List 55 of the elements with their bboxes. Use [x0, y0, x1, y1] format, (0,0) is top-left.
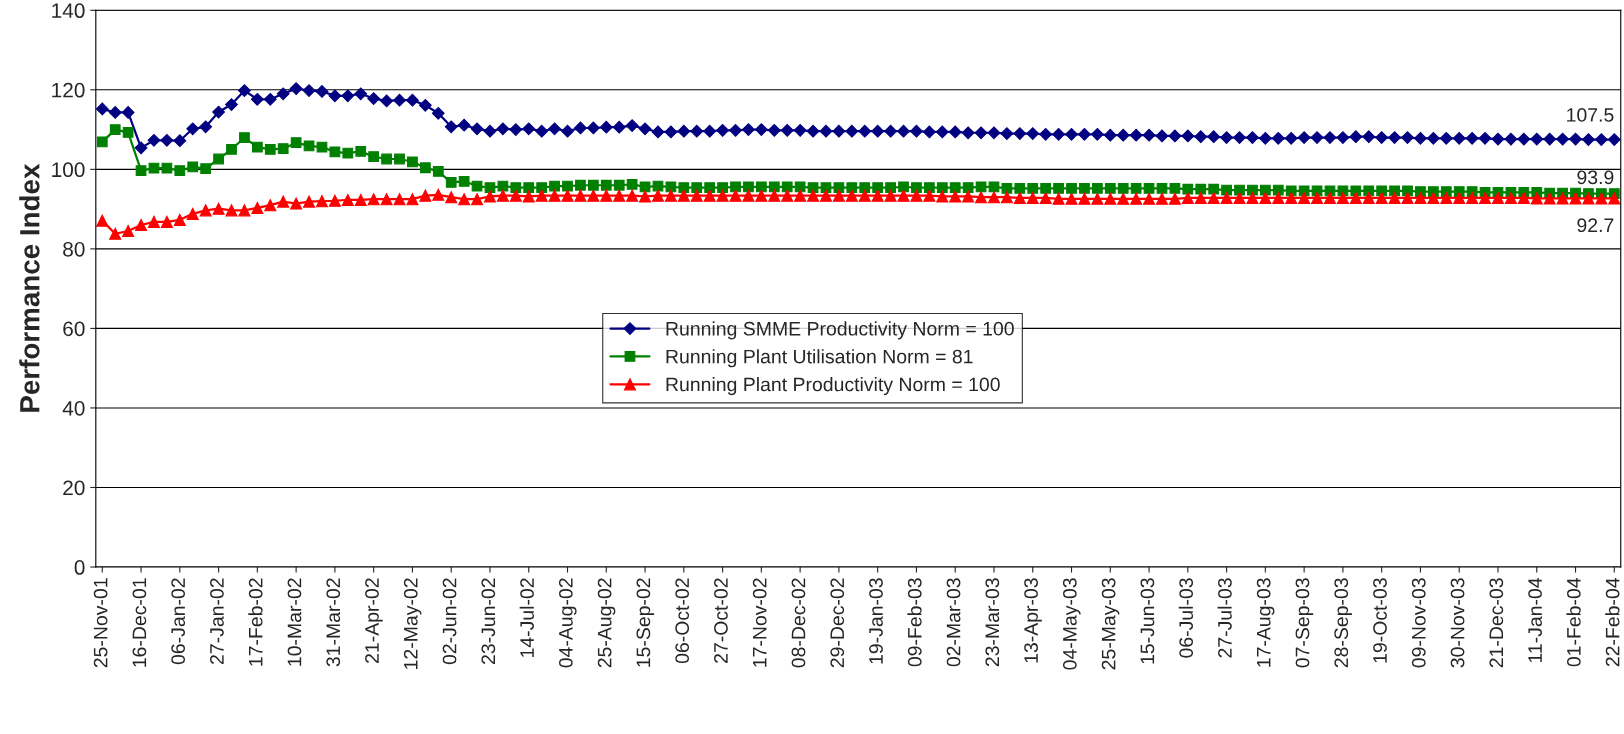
- x-tick-label: 23-Mar-03: [985, 578, 1000, 667]
- y-tick-label: 100: [52, 162, 85, 178]
- x-tick-label: 16-Dec-01: [132, 578, 147, 667]
- y-tick-label: 40: [62, 400, 85, 416]
- x-tick-label: 04-Aug-02: [558, 578, 577, 668]
- x-tick-label: 30-Nov-03: [1450, 578, 1465, 668]
- x-tick-label: 27-Jan-02: [210, 578, 224, 664]
- x-tick-label: 08-Dec-02: [791, 578, 806, 668]
- legend-label: Running Plant Utilisation Norm = 81: [666, 349, 973, 368]
- x-tick-label: 19-Jan-03: [869, 578, 883, 664]
- y-tick-label: 0: [74, 560, 85, 575]
- x-tick-label: 02-Mar-03: [946, 578, 961, 667]
- x-tick-label: 11-Jan-04: [1528, 577, 1542, 663]
- legend-label: Running SMME Productivity Norm = 100: [666, 321, 1014, 340]
- legend-label: Running Plant Productivity Norm = 100: [666, 377, 1000, 396]
- x-tick-label: 28-Sep-03: [1334, 578, 1352, 668]
- annotation: 92.7: [1577, 218, 1614, 233]
- x-tick-label: 22-Feb-04: [1605, 577, 1620, 667]
- x-tick-label: 17-Aug-03: [1256, 578, 1275, 667]
- x-tick-label: 09-Nov-03: [1411, 578, 1426, 668]
- x-tick-label: 23-Jun-02: [481, 578, 496, 664]
- x-tick-label: 17-Feb-02: [248, 578, 263, 666]
- y-tick-label: 20: [63, 480, 85, 496]
- x-tick-label: 25-Aug-02: [597, 578, 616, 668]
- y-axis-title: Performance Index: [19, 163, 40, 412]
- x-tick-label: 10-Mar-02: [287, 578, 302, 666]
- x-tick-label: 12-May-02: [403, 578, 422, 669]
- x-tick-label: 02-Jun-02: [442, 578, 457, 665]
- x-tick-label: 01-Feb-04: [1566, 577, 1581, 667]
- y-tick-label: 140: [52, 3, 85, 19]
- x-tick-label: 17-Nov-02: [752, 578, 767, 667]
- x-tick-label: 06-Jan-02: [171, 578, 186, 665]
- x-tick-label: 27-Oct-02: [714, 578, 728, 663]
- y-tick-label: 60: [63, 321, 85, 337]
- x-tick-label: 09-Feb-03: [907, 578, 922, 667]
- x-tick-label: 15-Sep-02: [636, 578, 655, 667]
- y-tick-label: 80: [63, 241, 85, 257]
- x-tick-label: 06-Jul-03: [1178, 578, 1194, 658]
- x-tick-label: 21-Apr-02: [365, 578, 383, 663]
- x-tick-label: 06-Oct-02: [675, 578, 690, 664]
- x-tick-label: 14-Jul-02: [519, 578, 534, 658]
- annotation: 93.9: [1577, 170, 1614, 185]
- x-tick-label: 19-Oct-03: [1373, 578, 1387, 663]
- x-tick-label: 21-Dec-03: [1489, 578, 1504, 668]
- annotation: 107.5: [1567, 108, 1614, 122]
- x-tick-label: 04-May-03: [1062, 578, 1081, 670]
- x-tick-label: 07-Sep-03: [1295, 578, 1314, 668]
- x-tick-label: 27-Jul-03: [1217, 578, 1232, 658]
- x-tick-label: 13-Apr-03: [1024, 578, 1042, 663]
- y-tick-label: 120: [52, 82, 85, 98]
- x-tick-label: 15-Jun-03: [1140, 578, 1155, 664]
- x-tick-label: 29-Dec-02: [830, 578, 845, 668]
- x-tick-label: 25-May-03: [1101, 578, 1120, 670]
- x-tick-label: 31-Mar-02: [326, 578, 341, 667]
- x-tick-label: 25-Nov-01: [93, 578, 108, 668]
